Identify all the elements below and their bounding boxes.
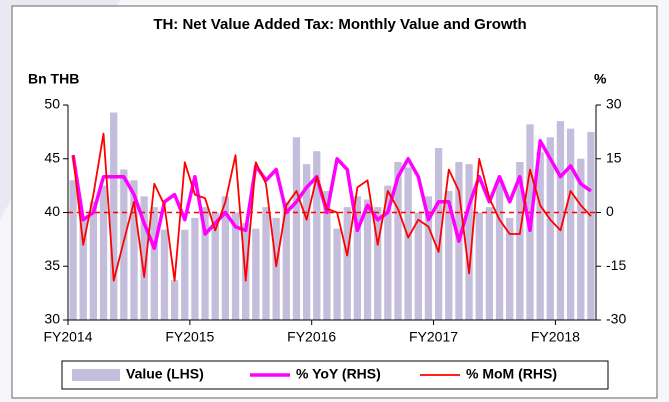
bar bbox=[231, 212, 240, 320]
bar bbox=[252, 228, 260, 320]
bar bbox=[556, 121, 565, 320]
legend-label: % YoY (RHS) bbox=[296, 366, 381, 382]
y-tick-label: 30 bbox=[44, 311, 60, 327]
bar bbox=[262, 207, 270, 320]
bar bbox=[170, 280, 179, 320]
bar bbox=[485, 207, 494, 320]
y2-tick-label: 0 bbox=[606, 203, 614, 219]
bar bbox=[465, 164, 473, 320]
bar bbox=[587, 131, 595, 320]
y-tick-label: 45 bbox=[44, 149, 60, 165]
legend-label: % MoM (RHS) bbox=[466, 366, 557, 382]
bar bbox=[404, 167, 412, 320]
bar bbox=[414, 212, 422, 320]
bar bbox=[282, 201, 290, 320]
bar bbox=[384, 185, 392, 320]
bar bbox=[302, 164, 311, 320]
bar bbox=[211, 212, 219, 320]
bar bbox=[79, 217, 87, 320]
y2-axis-label: % bbox=[594, 71, 607, 87]
y-tick-label: 35 bbox=[44, 257, 60, 273]
bar bbox=[394, 161, 402, 320]
bar bbox=[140, 196, 148, 320]
y-axis-label: Bn THB bbox=[28, 71, 79, 87]
bar bbox=[221, 196, 230, 320]
bar bbox=[130, 180, 138, 320]
bar bbox=[272, 217, 280, 320]
x-tick-label: FY2014 bbox=[43, 329, 92, 345]
legend-swatch bbox=[72, 369, 120, 381]
bar bbox=[323, 191, 331, 320]
bar bbox=[495, 180, 504, 320]
x-tick-label: FY2016 bbox=[287, 329, 336, 345]
legend bbox=[61, 360, 609, 390]
y-tick-label: 50 bbox=[44, 96, 60, 112]
bar bbox=[546, 137, 554, 320]
x-tick-label: FY2017 bbox=[409, 329, 458, 345]
bar bbox=[577, 158, 585, 320]
y2-tick-label: 30 bbox=[606, 96, 622, 112]
bar bbox=[374, 207, 382, 320]
bar bbox=[434, 148, 443, 320]
bar bbox=[424, 196, 433, 320]
bar bbox=[566, 128, 575, 320]
bar bbox=[292, 137, 301, 320]
bar bbox=[506, 217, 514, 320]
x-tick-label: FY2018 bbox=[531, 329, 580, 345]
bar bbox=[181, 229, 189, 320]
legend-label: Value (LHS) bbox=[126, 366, 204, 382]
line-series bbox=[72, 132, 592, 282]
bar bbox=[516, 161, 524, 320]
chart-title: TH: Net Value Added Tax: Monthly Value a… bbox=[153, 16, 527, 33]
y2-tick-label: -15 bbox=[606, 257, 626, 273]
bar bbox=[445, 191, 453, 320]
bar bbox=[201, 207, 209, 320]
bar bbox=[475, 212, 483, 320]
bar bbox=[333, 228, 341, 320]
bar bbox=[363, 199, 372, 320]
bar bbox=[343, 207, 351, 320]
bar bbox=[110, 112, 118, 321]
bar bbox=[150, 207, 158, 320]
y-tick-label: 40 bbox=[44, 203, 60, 219]
bar bbox=[99, 185, 108, 320]
bar bbox=[69, 180, 77, 320]
bar bbox=[353, 196, 362, 320]
line-series bbox=[71, 139, 592, 251]
x-tick-label: FY2015 bbox=[165, 329, 214, 345]
bar bbox=[89, 201, 98, 320]
bar bbox=[536, 152, 544, 320]
bar bbox=[191, 217, 199, 320]
y2-tick-label: 15 bbox=[606, 149, 622, 165]
y2-tick-label: -30 bbox=[606, 311, 626, 327]
bar bbox=[313, 151, 321, 320]
bar bbox=[120, 169, 128, 320]
bar bbox=[160, 229, 169, 320]
